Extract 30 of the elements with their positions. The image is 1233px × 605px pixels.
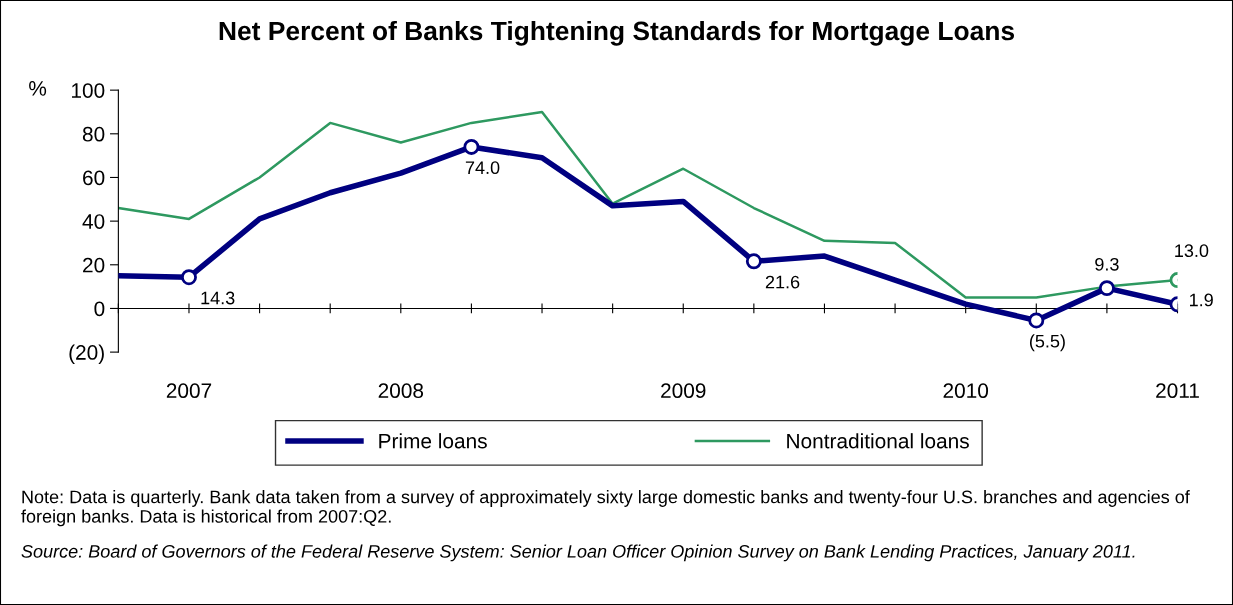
point [1028, 312, 1045, 329]
x-tick-label: 2009 [661, 383, 706, 399]
x-tick-label: 2010 [943, 383, 989, 399]
point [1098, 280, 1115, 297]
y-tick-label: 100 [72, 83, 105, 98]
point [181, 269, 197, 286]
x-tick-label: 2011 [1156, 383, 1199, 399]
data-label: 21.6 [765, 275, 800, 289]
y-tick-label: 0 [94, 301, 105, 317]
x-tick-label: 2007 [166, 383, 212, 399]
data-label: (5.5) [1029, 334, 1065, 352]
y-tick-label: 20 [83, 257, 105, 273]
text: Note: Data is quarterly. Bank data taken from a survey of approximately sixty large domestic banks and twenty-four U.S. branches and agencies of foreign banks. Data is historical from 2007:Q2. [21, 490, 1190, 527]
y-tick-label: 80 [82, 126, 105, 142]
data-label: 74.0 [465, 161, 500, 175]
legend-label: Prime loans [379, 433, 487, 449]
data-label: 13.0 [1175, 244, 1209, 258]
point [745, 253, 762, 270]
point [463, 138, 480, 155]
chart-title: Net Percent of Banks Tightening Standards for Mortgage Loans [219, 20, 1015, 46]
x-tick-label: 2008 [378, 383, 424, 399]
y-tick-label: (20) [69, 344, 104, 364]
data-label: 9.3 [1095, 257, 1119, 271]
y-axis-title: % [29, 81, 47, 96]
data-label: 1.9 [1190, 293, 1213, 307]
legend-label: Nontraditional loans [787, 433, 969, 449]
y-tick-label: 40 [82, 214, 105, 229]
y-tick-label: 60 [83, 170, 105, 186]
data-label: 14.3 [201, 291, 235, 305]
source-note: Source: Board of Governors of the Federal Reserve System: Senior Loan Officer Opinion Survey on Bank Lending Practices, January 2011. [21, 544, 1135, 562]
